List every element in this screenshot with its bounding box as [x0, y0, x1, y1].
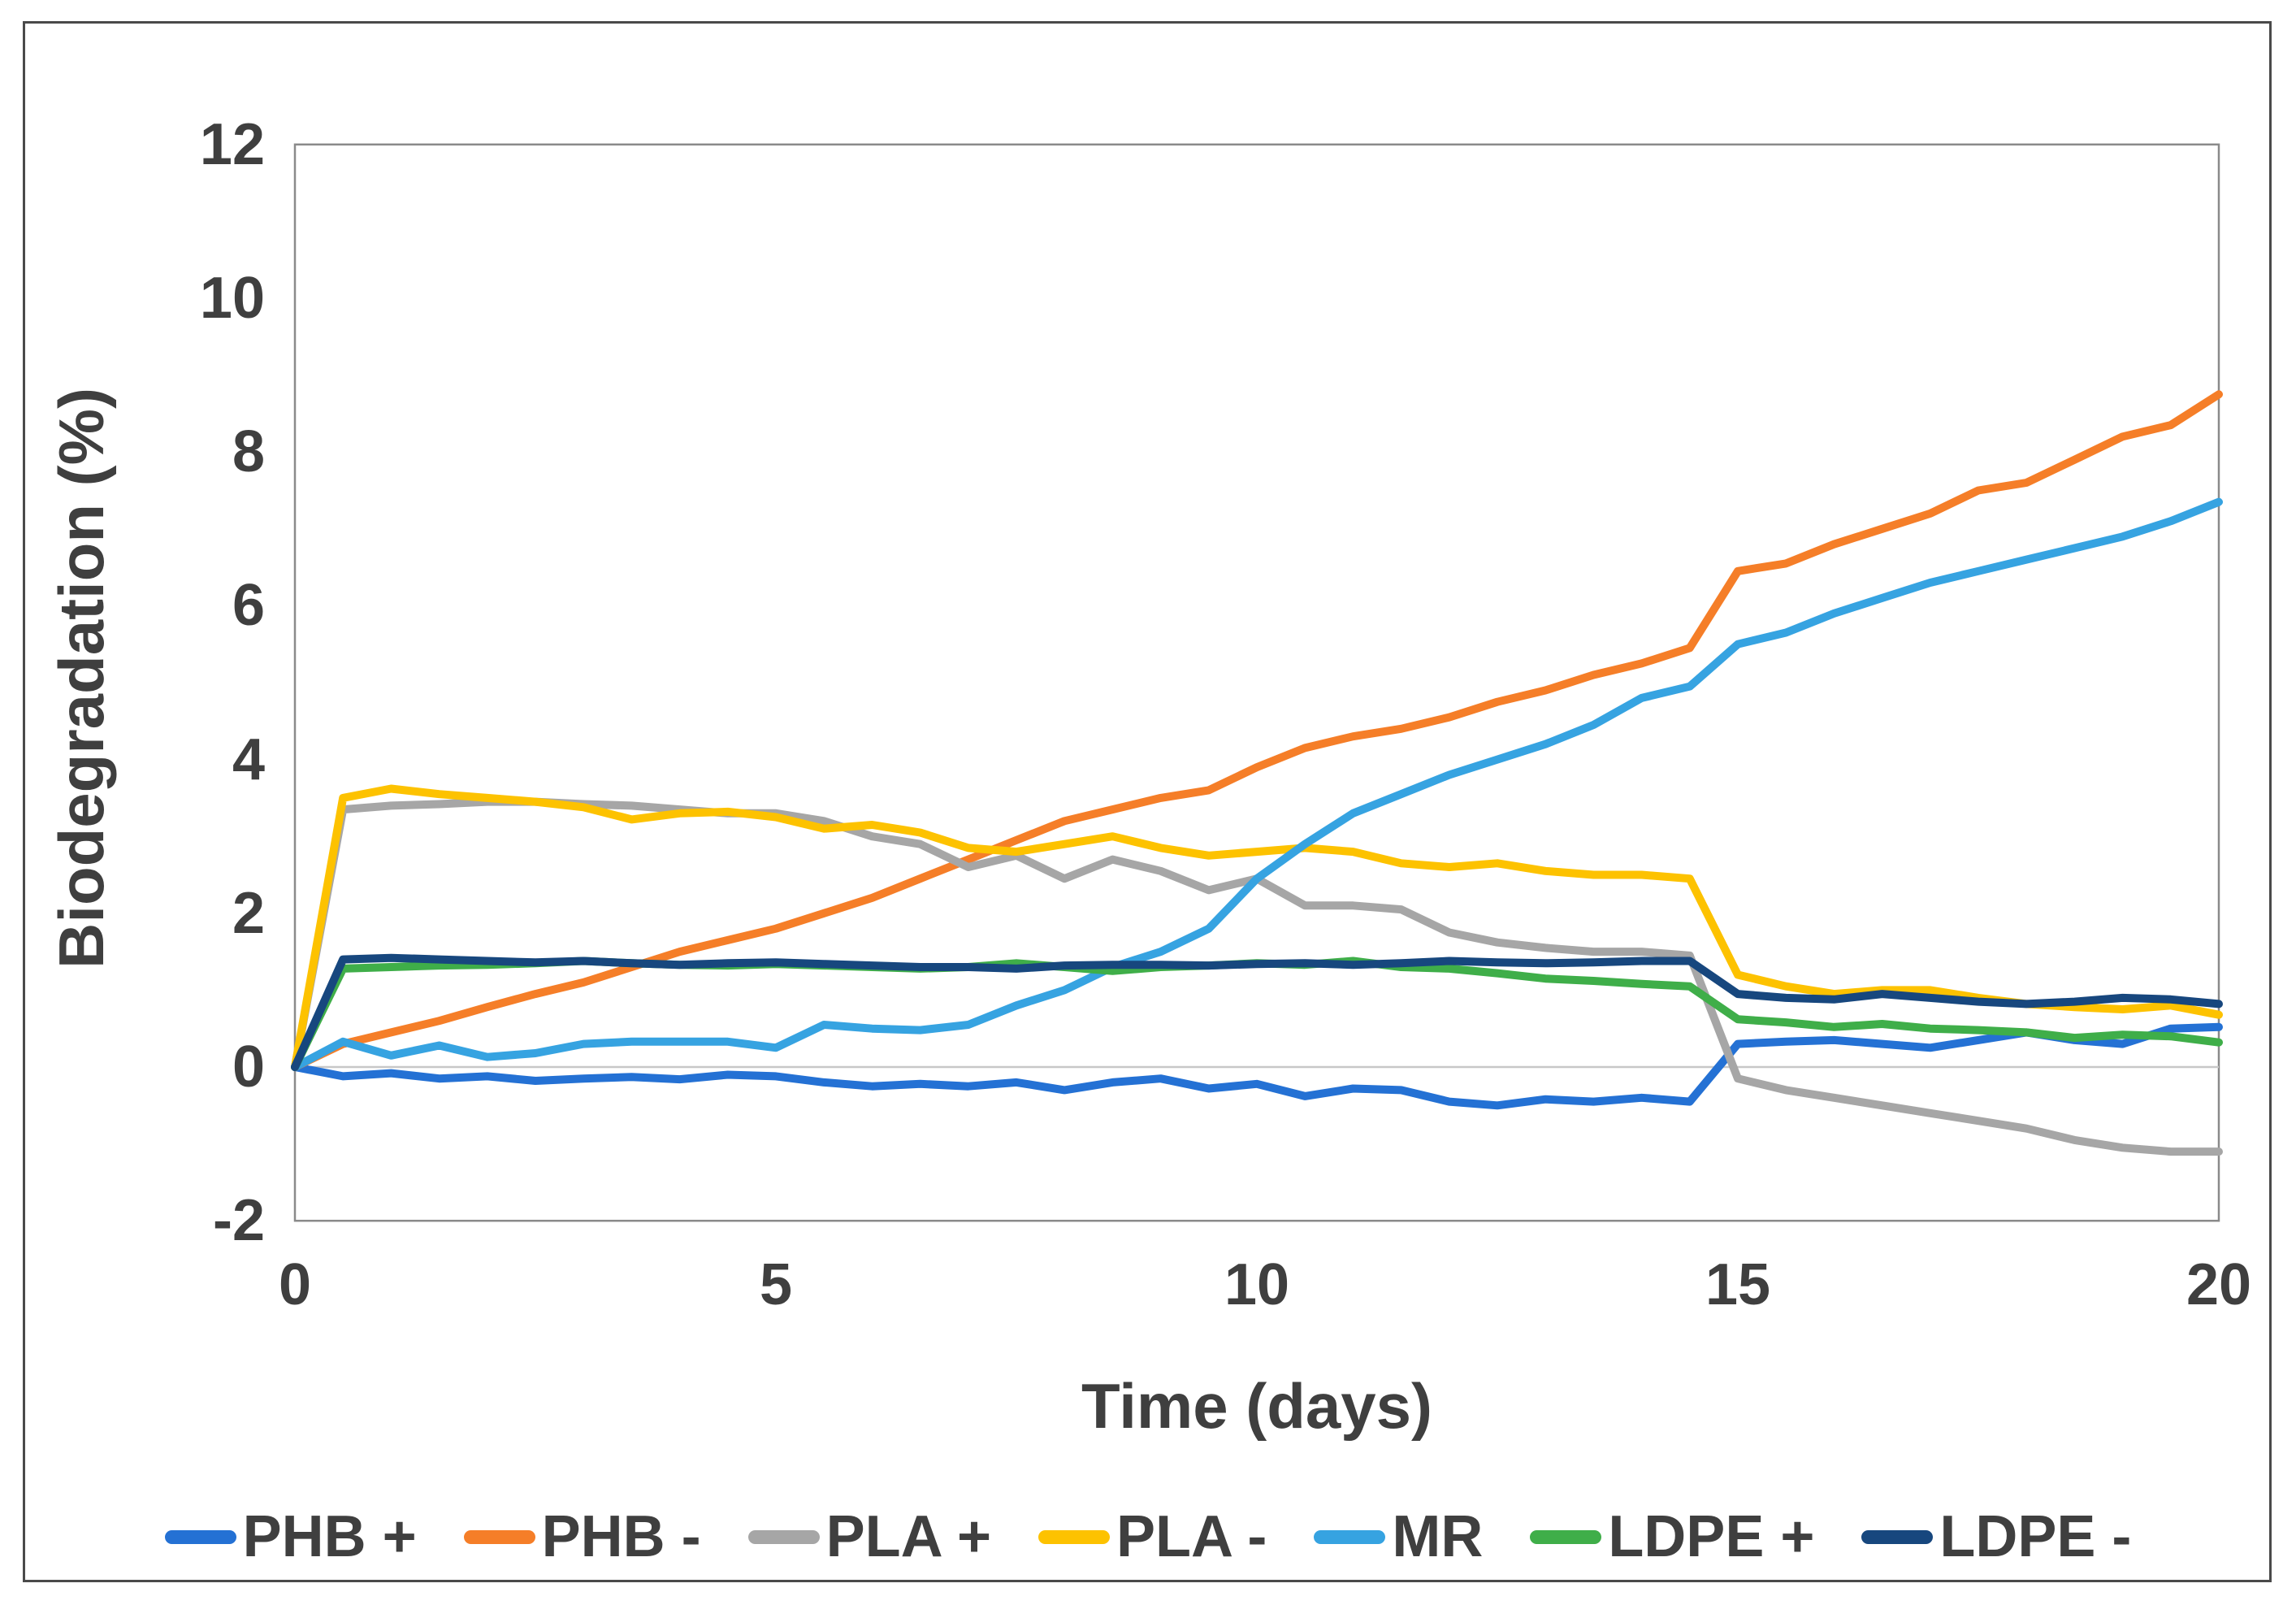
legend-item-pla-plus: PLA +: [747, 1504, 992, 1569]
legend-label: PLA +: [825, 1504, 992, 1569]
x-tick-label: 10: [1224, 1252, 1290, 1317]
y-tick-label: 6: [232, 573, 265, 639]
plot-border: [293, 143, 2220, 1222]
y-tick-label: 10: [199, 266, 265, 331]
legend-swatch-pla-minus: [1038, 1529, 1111, 1544]
series-line-phb-minus: [291, 390, 2223, 1071]
y-tick-label: 0: [232, 1035, 265, 1100]
legend-label: LDPE +: [1608, 1504, 1815, 1569]
y-tick-label: 8: [232, 419, 265, 485]
legend-swatch-ldpe-minus: [1861, 1529, 1934, 1544]
series-line-pla-minus: [291, 784, 2223, 1071]
legend-swatch-phb-plus: [164, 1529, 236, 1544]
x-tick-label: 5: [759, 1252, 793, 1317]
legend-swatch-ldpe-plus: [1530, 1529, 1602, 1544]
y-tick-label: -2: [212, 1188, 265, 1254]
series-line-phb-plus: [291, 1022, 2223, 1110]
legend-swatch-phb-minus: [463, 1529, 535, 1544]
y-tick-label: 12: [199, 111, 265, 177]
series-line-mr: [291, 497, 2223, 1071]
x-tick-label: 15: [1705, 1252, 1771, 1317]
legend-label: LDPE -: [1939, 1504, 2132, 1569]
series-line-ldpe-minus: [291, 953, 2223, 1071]
legend: PHB + PHB - PLA + PLA - MR LDPE + LDPE -: [0, 1507, 2296, 1566]
legend-label: PLA -: [1116, 1504, 1267, 1569]
legend-swatch-pla-plus: [747, 1529, 820, 1544]
x-tick-label: 20: [2186, 1252, 2252, 1317]
legend-item-mr: MR: [1314, 1507, 1483, 1566]
legend-swatch-mr: [1314, 1529, 1386, 1544]
y-tick-label: 4: [232, 727, 265, 792]
legend-label: MR: [1392, 1504, 1484, 1569]
legend-item-phb-minus: PHB -: [463, 1504, 701, 1569]
legend-label: PHB +: [242, 1504, 417, 1569]
legend-item-ldpe-minus: LDPE -: [1861, 1507, 2131, 1566]
legend-item-ldpe-plus: LDPE +: [1530, 1507, 1814, 1566]
legend-label: PHB -: [541, 1504, 701, 1569]
legend-item-pla-minus: PLA -: [1038, 1507, 1267, 1566]
y-tick-label: 2: [232, 880, 265, 946]
x-tick-label: 0: [278, 1252, 312, 1317]
x-axis-title: Time (days): [1081, 1370, 1433, 1442]
y-axis-title: Biodegradation (%): [45, 388, 117, 969]
legend-item-phb-plus: PHB +: [164, 1504, 417, 1569]
